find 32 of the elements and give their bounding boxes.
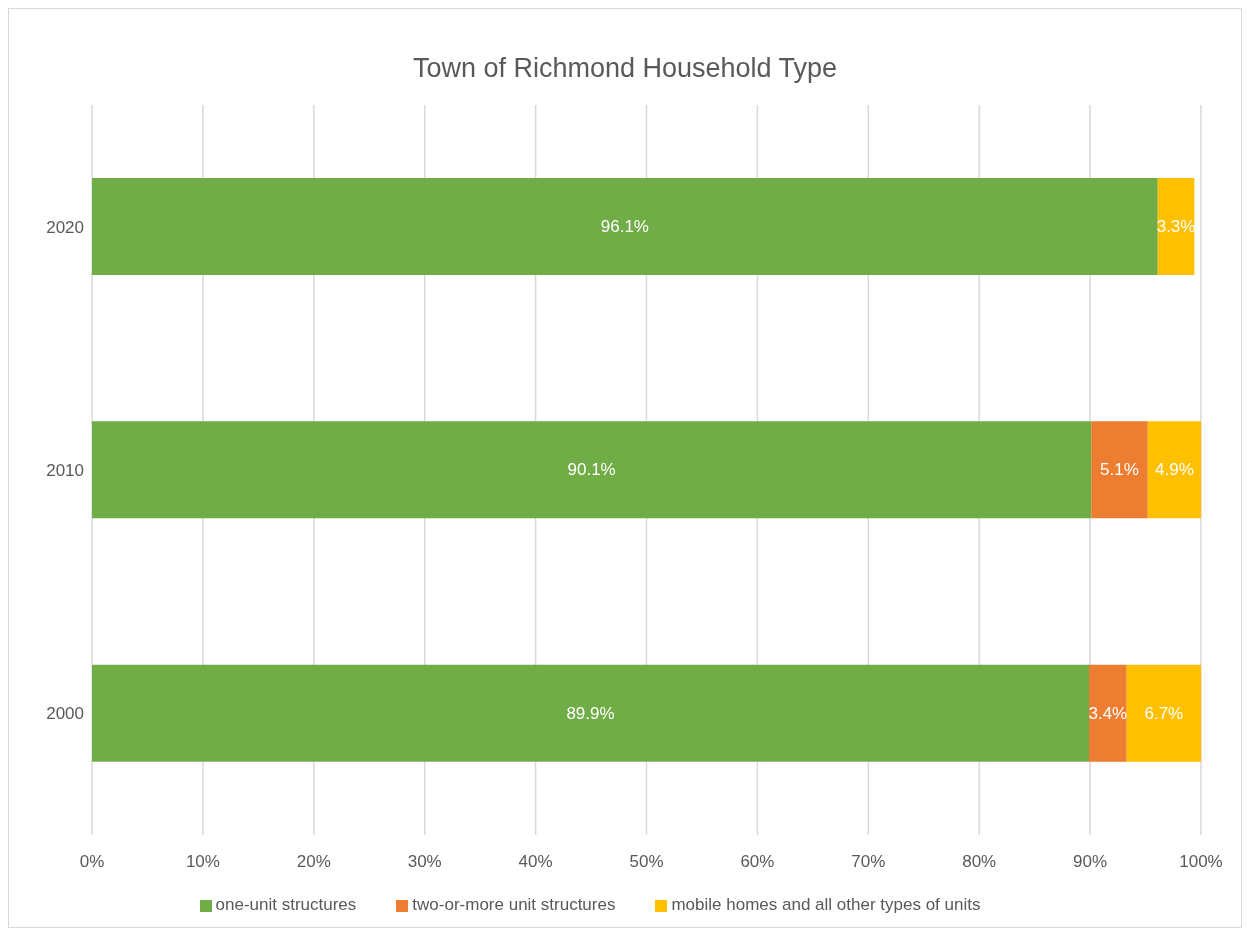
- data-label: 4.9%: [1155, 460, 1194, 480]
- legend-label: two-or-more unit structures: [412, 895, 616, 914]
- x-tick-label: 60%: [740, 852, 775, 872]
- y-tick-label: 2010: [46, 461, 84, 481]
- x-tick-label: 20%: [296, 852, 331, 872]
- x-tick-label: 90%: [1073, 852, 1108, 872]
- bar: [92, 664, 1089, 762]
- chart-title: Town of Richmond Household Type: [411, 52, 839, 85]
- legend-label: mobile homes and all other types of units: [671, 895, 981, 914]
- bar: [92, 421, 1092, 519]
- data-label: 5.1%: [1100, 460, 1139, 480]
- x-tick-label: 30%: [407, 852, 442, 872]
- data-label: 6.7%: [1144, 703, 1184, 723]
- data-label: 96.1%: [600, 217, 649, 236]
- data-label: 3.4%: [1088, 703, 1128, 723]
- bar: [1147, 421, 1201, 519]
- x-tick-label: 50%: [629, 852, 664, 872]
- y-tick-label: 2020: [46, 217, 84, 237]
- x-tick-label: 0%: [79, 852, 105, 872]
- x-tick-label: 10%: [185, 852, 220, 872]
- x-tick-label: 70%: [851, 852, 886, 872]
- bar: [1088, 664, 1127, 762]
- data-label: 90.1%: [567, 460, 616, 480]
- bar: [92, 178, 1158, 275]
- data-label: 89.9%: [566, 703, 615, 723]
- bar: [1126, 664, 1201, 762]
- y-tick-label: 2000: [46, 704, 84, 724]
- bar: [1091, 421, 1148, 519]
- x-tick-label: 80%: [962, 852, 997, 872]
- legend-label: one-unit structures: [215, 895, 357, 914]
- x-tick-label: 100%: [1179, 852, 1223, 872]
- x-tick-label: 40%: [518, 852, 553, 872]
